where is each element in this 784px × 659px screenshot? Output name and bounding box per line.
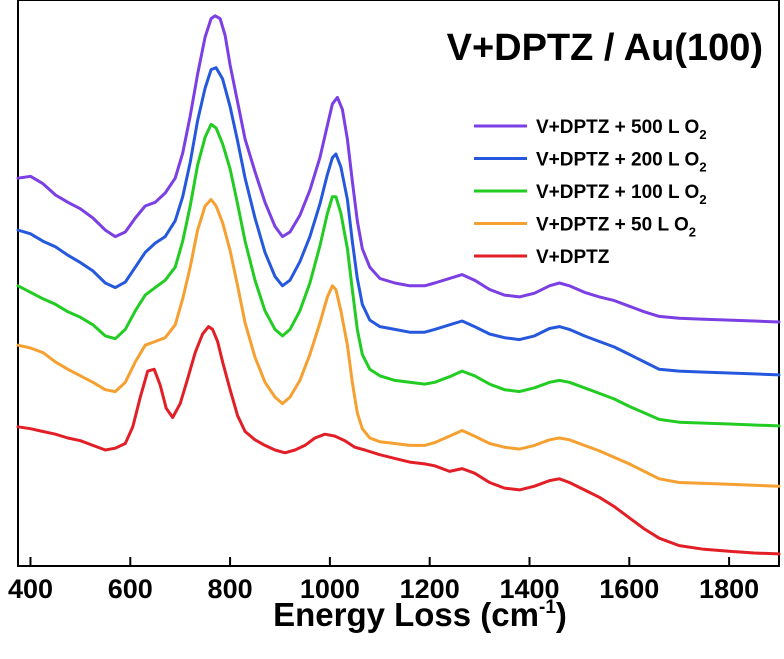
series-line-v-dptz [16,325,781,556]
legend: V+DPTZ + 500 L O2 V+DPTZ + 200 L O2 V+DPTZ… [474,117,707,268]
legend-label-v-dptz-50-l-o2: V+DPTZ + 50 L O2 [536,215,696,240]
series-line-v-dptz-500-l-o2 [16,14,781,324]
x-tick-label-1800: 1800 [699,574,759,604]
series-lines [16,14,781,556]
x-tick-label-1200: 1200 [400,574,460,604]
legend-label-v-dptz-200-l-o2: V+DPTZ + 200 L O2 [536,150,707,175]
series-line-v-dptz-50-l-o2 [16,198,781,488]
plot-frame [17,0,780,567]
x-axis-label-close: ) [556,596,567,633]
x-axis-label-exponent: -1 [539,597,556,618]
x-tick-label-1400: 1400 [499,574,559,604]
x-axis-ticks: 400 600 800 1000 1200 1400 1600 1800 [8,557,759,604]
x-tick-label-400: 400 [8,574,53,604]
legend-label-v-dptz-100-l-o2: V+DPTZ + 100 L O2 [536,182,707,207]
legend-label-v-dptz: V+DPTZ [536,247,610,268]
x-tick-label-1000: 1000 [300,574,360,604]
x-axis-label: Energy Loss (cm-1) [273,596,567,633]
x-tick-label-600: 600 [108,574,153,604]
x-tick-label-800: 800 [208,574,253,604]
series-line-v-dptz-100-l-o2 [16,122,781,428]
chart-title: V+DPTZ / Au(100) [447,27,763,69]
x-axis-label-main: Energy Loss (cm [273,596,539,633]
legend-label-v-dptz-500-l-o2: V+DPTZ + 500 L O2 [536,117,707,142]
x-tick-label-1600: 1600 [599,574,659,604]
series-line-v-dptz-200-l-o2 [16,66,781,377]
